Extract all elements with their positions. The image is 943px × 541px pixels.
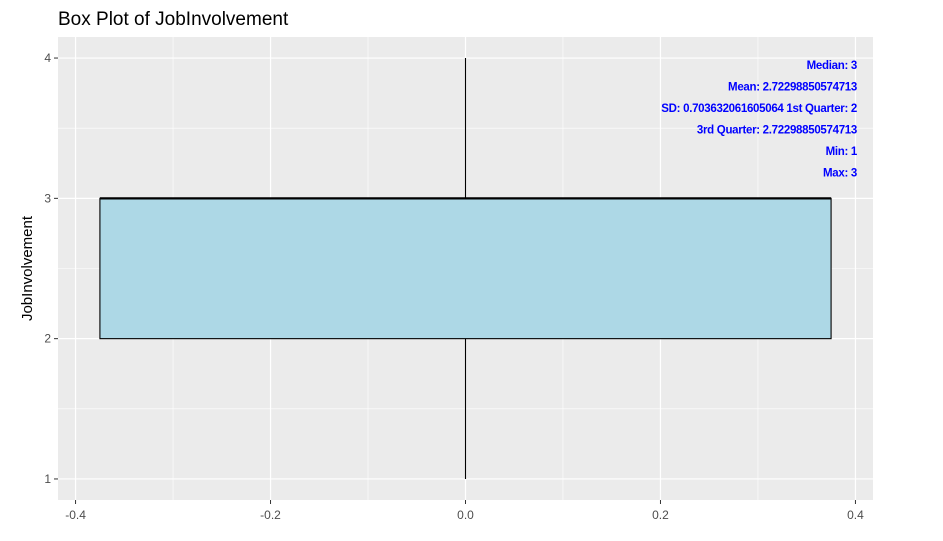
stat-annotation: Median: 3 [807, 60, 857, 72]
stat-annotation: 3rd Quarter: 2.72298850574713 [697, 125, 857, 137]
stats-annotations: Median: 3 Mean: 2.72298850574713 SD: 0.703… [661, 60, 858, 180]
x-tick-label: 0.2 [652, 508, 669, 522]
y-tick-label: 4 [44, 51, 51, 65]
box-iqr [99, 197, 832, 340]
chart-title: Box Plot of JobInvolvement [58, 9, 289, 30]
y-tick-label: 3 [44, 191, 51, 205]
x-tick-label: 0.0 [457, 508, 474, 522]
x-tick-label: 0.4 [847, 508, 864, 522]
stat-annotation: Max: 3 [823, 168, 857, 180]
x-axis: -0.4 -0.2 0.0 0.2 0.4 [65, 500, 864, 522]
x-tick-label: -0.2 [260, 508, 281, 522]
y-axis-label: JobInvolvement [19, 215, 36, 321]
stat-annotation: Mean: 2.72298850574713 [728, 82, 857, 94]
y-axis: 1 2 3 4 [44, 51, 58, 486]
x-tick-label: -0.4 [65, 508, 86, 522]
stat-annotation: SD: 0.703632061605064 1st Quarter: 2 [661, 103, 857, 115]
y-tick-label: 1 [44, 472, 51, 486]
y-tick-label: 2 [44, 332, 51, 346]
stat-annotation: Min: 1 [826, 146, 858, 158]
box-layer [99, 58, 832, 479]
